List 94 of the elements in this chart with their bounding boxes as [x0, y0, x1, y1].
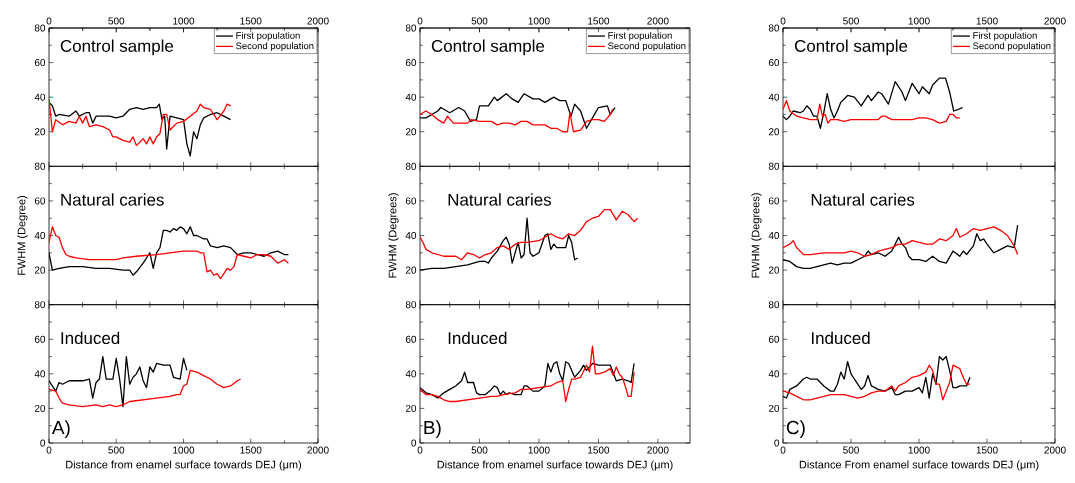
- x-axis-title: Distance from enamel surface towards DEJ (μm): [437, 460, 673, 471]
- y-tick-label: 40: [405, 231, 417, 240]
- y-axis-title: FWHM (Degree): [17, 196, 28, 275]
- x-tick-label: 2000: [307, 446, 329, 454]
- text: Induced: [811, 331, 870, 345]
- x2-tick-label: 2000: [647, 17, 669, 25]
- y-axis-title: FWHM (Degrees): [388, 193, 399, 278]
- y-tick-label: 20: [34, 404, 46, 412]
- x2-tick-label: 0: [780, 17, 786, 25]
- x-tick-label: 1000: [173, 446, 195, 454]
- y-tick-label: 40: [34, 231, 46, 240]
- y-tick-label: 60: [768, 197, 780, 205]
- y-tick-label: 40: [405, 93, 417, 101]
- y-tick-label: 80: [34, 24, 46, 32]
- x2-tick-label: 2000: [307, 17, 329, 25]
- legend-label: First population: [608, 31, 672, 41]
- legend-label: Second population: [236, 42, 314, 52]
- y-tick-label: 40: [34, 93, 46, 101]
- text: Natural caries: [811, 193, 915, 206]
- y-tick-label: 0: [40, 439, 46, 447]
- y-tick-label: 80: [768, 162, 780, 170]
- y-tick-label: 40: [768, 370, 780, 378]
- y-tick-label: 60: [34, 335, 46, 343]
- x-tick-label: 1000: [528, 446, 550, 454]
- y-tick-label: 80: [405, 301, 417, 309]
- legend-label: Second population: [608, 42, 686, 52]
- y-tick-label: 0: [774, 439, 780, 447]
- y-tick-label: 80: [34, 162, 46, 170]
- text: Induced: [61, 331, 120, 345]
- y-tick-label: 20: [34, 266, 46, 274]
- x-tick-label: 1000: [908, 446, 930, 454]
- y-tick-label: 80: [768, 301, 780, 309]
- y-tick-label: 40: [768, 93, 780, 101]
- y-tick-label: 60: [405, 335, 417, 343]
- text: Control sample: [794, 39, 908, 56]
- x-axis-title: Distance From enamel surface towards DEJ (μm): [799, 460, 1039, 471]
- y-tick-label: 20: [405, 266, 417, 274]
- x2-tick-label: 500: [843, 17, 859, 25]
- legend-label: First population: [236, 31, 300, 41]
- text: Natural caries: [448, 193, 552, 206]
- x2-tick-label: 1000: [528, 17, 550, 25]
- x2-tick-label: 1500: [976, 17, 998, 25]
- y-tick-label: 80: [34, 301, 46, 309]
- y-axis-title: FWHM (Degrees): [751, 193, 762, 278]
- annotation: B): [424, 420, 441, 438]
- y-tick-label: 20: [768, 128, 780, 136]
- y-tick-label: 60: [768, 335, 780, 343]
- x2-tick-label: 0: [46, 17, 52, 25]
- annotation: C): [786, 420, 805, 438]
- x-tick-label: 500: [108, 446, 125, 454]
- y-tick-label: 20: [405, 404, 417, 412]
- x-tick-label: 2000: [1044, 446, 1066, 454]
- y-tick-label: 60: [768, 59, 780, 67]
- y-tick-label: 60: [405, 197, 417, 205]
- legend-label: Second population: [973, 42, 1051, 52]
- y-tick-label: 20: [768, 266, 780, 274]
- y-tick-label: 60: [34, 197, 46, 205]
- x2-tick-label: 1000: [173, 17, 195, 25]
- text: Control sample: [431, 39, 545, 56]
- y-tick-label: 60: [34, 59, 46, 67]
- y-tick-label: 80: [768, 24, 780, 32]
- x-tick-label: 500: [471, 446, 488, 454]
- x-tick-label: 0: [780, 446, 786, 454]
- x2-tick-label: 1500: [588, 17, 610, 25]
- text: Natural caries: [61, 193, 164, 206]
- y-tick-label: 60: [405, 59, 417, 67]
- x2-tick-label: 500: [108, 17, 125, 25]
- legend-label: First population: [973, 31, 1037, 41]
- y-tick-label: 80: [405, 162, 417, 170]
- x2-tick-label: 1500: [240, 17, 262, 25]
- x2-tick-label: 1000: [908, 17, 930, 25]
- y-tick-label: 80: [405, 24, 417, 32]
- y-tick-label: 40: [34, 370, 46, 378]
- annotation: A): [51, 420, 70, 438]
- y-tick-label: 0: [411, 439, 417, 447]
- text: Induced: [448, 331, 507, 345]
- x-tick-label: 2000: [647, 446, 669, 454]
- x-tick-label: 1500: [588, 446, 610, 454]
- y-tick-label: 20: [405, 128, 417, 136]
- x2-tick-label: 0: [417, 17, 423, 25]
- y-tick-label: 40: [768, 231, 780, 240]
- y-tick-label: 20: [768, 404, 780, 412]
- x-tick-label: 0: [417, 446, 423, 454]
- x2-tick-label: 500: [471, 17, 488, 25]
- y-tick-label: 40: [405, 370, 417, 378]
- x-axis-title: Distance from enamel surface towards DEJ (μm): [66, 460, 302, 471]
- x-tick-label: 1500: [240, 446, 262, 454]
- x-tick-label: 500: [843, 446, 859, 454]
- text: Control sample: [60, 39, 174, 56]
- y-tick-label: 20: [34, 128, 46, 136]
- line-series: [420, 208, 639, 261]
- x2-tick-label: 2000: [1044, 17, 1066, 25]
- x-tick-label: 0: [46, 446, 52, 454]
- x-tick-label: 1500: [976, 446, 998, 454]
